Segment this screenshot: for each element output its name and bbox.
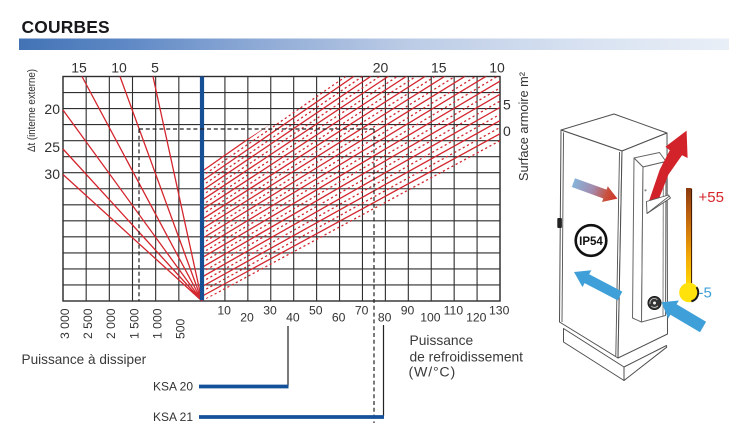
svg-text:Δt (interne externe): Δt (interne externe): [26, 69, 38, 152]
svg-text:3 000: 3 000: [58, 308, 72, 339]
svg-text:50: 50: [309, 304, 323, 318]
svg-text:5: 5: [151, 60, 159, 76]
svg-text:10: 10: [217, 304, 231, 318]
svg-text:15: 15: [431, 60, 447, 76]
svg-text:-5: -5: [699, 285, 712, 302]
svg-text:90: 90: [401, 304, 415, 318]
svg-text:2 000: 2 000: [104, 308, 118, 339]
svg-text:20: 20: [44, 101, 60, 117]
svg-text:80: 80: [378, 311, 392, 325]
svg-text:10: 10: [489, 60, 505, 76]
svg-text:120: 120: [466, 311, 487, 325]
svg-text:IP54: IP54: [579, 236, 603, 248]
svg-text:0: 0: [503, 123, 511, 139]
svg-text:+55: +55: [699, 189, 724, 206]
svg-text:5: 5: [503, 97, 511, 113]
svg-text:30: 30: [263, 304, 277, 318]
svg-text:10: 10: [111, 60, 127, 76]
svg-text:1 000: 1 000: [151, 308, 165, 339]
svg-text:60: 60: [332, 311, 346, 325]
svg-text:100: 100: [420, 311, 441, 325]
svg-text:40: 40: [286, 311, 300, 325]
svg-text:500: 500: [174, 318, 188, 339]
svg-text:20: 20: [240, 311, 254, 325]
svg-text:20: 20: [373, 60, 389, 76]
svg-text:de refroidissement: de refroidissement: [410, 349, 524, 364]
svg-text:1 500: 1 500: [127, 308, 141, 339]
svg-text:Surface armoire m²: Surface armoire m²: [517, 72, 531, 181]
svg-text:Puissance à dissiper: Puissance à dissiper: [22, 352, 147, 367]
svg-text:(W/°C): (W/°C): [409, 364, 457, 380]
svg-text:15: 15: [71, 60, 87, 76]
svg-text:30: 30: [44, 166, 60, 182]
svg-text:2 500: 2 500: [81, 308, 95, 339]
svg-text:Puissance: Puissance: [410, 333, 474, 348]
svg-text:110: 110: [444, 304, 464, 318]
svg-text:KSA 21: KSA 21: [153, 410, 193, 424]
svg-text:KSA 20: KSA 20: [153, 380, 193, 394]
svg-text:25: 25: [44, 139, 60, 155]
svg-text:130: 130: [489, 304, 510, 318]
svg-text:70: 70: [355, 304, 369, 318]
svg-text:COURBES: COURBES: [22, 17, 110, 37]
